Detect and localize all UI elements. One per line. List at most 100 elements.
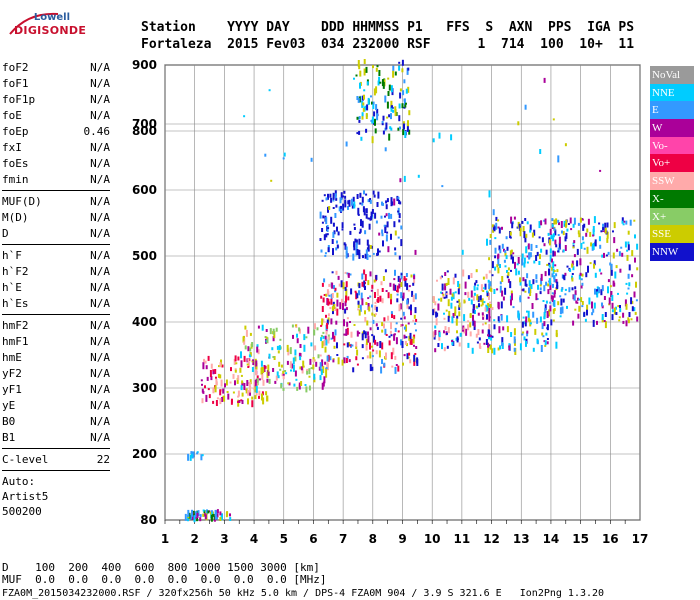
data-point [248, 381, 251, 389]
data-point [346, 342, 349, 348]
data-point [518, 223, 521, 227]
data-point [385, 234, 388, 242]
data-point [604, 321, 607, 329]
data-point [334, 287, 337, 291]
data-point [282, 157, 285, 160]
data-point [552, 283, 554, 288]
data-point [607, 286, 609, 294]
data-point [497, 219, 500, 222]
data-point [398, 283, 401, 289]
data-point [633, 219, 636, 222]
data-point [204, 514, 207, 520]
data-point [499, 264, 501, 268]
param-value: N/A [90, 431, 110, 444]
auto-label: Auto: [2, 475, 36, 488]
data-point [376, 108, 379, 115]
data-point [240, 385, 243, 391]
data-point [492, 209, 495, 216]
data-point [335, 197, 338, 201]
data-point [332, 231, 335, 238]
data-point [325, 314, 327, 318]
data-point [330, 293, 333, 299]
data-point [363, 94, 365, 100]
data-point [394, 355, 397, 360]
data-point [314, 345, 317, 351]
data-point [265, 336, 268, 339]
data-point [343, 343, 346, 346]
data-point [406, 67, 409, 75]
data-point [364, 310, 366, 315]
data-point [322, 318, 325, 323]
data-point [265, 329, 268, 332]
data-point [298, 327, 301, 332]
data-point [342, 203, 345, 211]
data-point [365, 249, 368, 255]
data-point [355, 292, 358, 300]
data-point [292, 334, 294, 339]
data-point [601, 254, 604, 258]
data-point [369, 199, 372, 204]
data-point [488, 304, 491, 308]
data-point [552, 261, 555, 269]
data-point [415, 318, 418, 322]
data-point [375, 306, 378, 312]
data-point [624, 241, 627, 248]
data-point [528, 280, 531, 287]
data-point [398, 304, 401, 312]
data-point [253, 381, 256, 389]
data-point [484, 322, 487, 325]
data-point [524, 279, 527, 287]
data-point [304, 384, 307, 386]
data-point [207, 510, 210, 514]
data-point [225, 379, 228, 386]
data-point [523, 257, 526, 264]
data-point [615, 306, 617, 310]
data-point [260, 360, 263, 367]
data-point [255, 360, 258, 367]
data-point [313, 329, 316, 336]
data-point [527, 296, 530, 299]
data-point [486, 292, 489, 296]
data-point [441, 283, 444, 291]
data-point [545, 281, 548, 286]
y-tick-label: 600 [132, 183, 157, 197]
auto-code: 500200 [2, 505, 42, 518]
data-point [346, 355, 349, 359]
data-point [407, 86, 410, 93]
legend-item-sse: SSE [650, 225, 694, 243]
data-point [375, 104, 378, 111]
data-point [542, 300, 545, 302]
data-point [218, 365, 220, 368]
data-point [372, 65, 374, 69]
param-value: 0.46 [83, 125, 111, 138]
data-point [343, 242, 346, 246]
data-point [319, 211, 322, 219]
data-point [546, 263, 549, 266]
data-point [529, 322, 532, 325]
data-point [501, 342, 504, 347]
data-point [294, 349, 297, 356]
data-point [394, 106, 397, 113]
data-point [555, 288, 558, 291]
data-point [361, 196, 364, 203]
data-point [327, 313, 330, 317]
data-point [243, 355, 246, 362]
data-point [293, 383, 296, 387]
data-point [240, 374, 243, 377]
data-point [287, 382, 290, 385]
data-point [327, 227, 330, 230]
data-point [376, 113, 379, 121]
data-point [465, 328, 468, 336]
data-point [633, 307, 636, 312]
data-point [491, 335, 494, 338]
data-point [519, 343, 522, 351]
data-point [402, 362, 404, 366]
x-tick-label: 8 [369, 532, 377, 546]
data-point [327, 247, 330, 253]
data-point [481, 329, 484, 334]
data-point [554, 264, 557, 267]
data-point [405, 336, 408, 339]
data-point [526, 310, 528, 313]
data-point [346, 321, 349, 327]
data-point [463, 299, 466, 304]
